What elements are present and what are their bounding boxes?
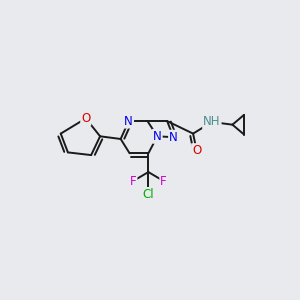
Text: N: N [169, 131, 178, 144]
Text: F: F [160, 175, 167, 188]
Text: N: N [153, 130, 162, 143]
Text: O: O [192, 144, 201, 157]
Text: F: F [130, 175, 136, 188]
Text: N: N [124, 115, 133, 128]
Text: NH: NH [203, 116, 220, 128]
Text: O: O [81, 112, 90, 125]
Text: Cl: Cl [142, 188, 154, 201]
